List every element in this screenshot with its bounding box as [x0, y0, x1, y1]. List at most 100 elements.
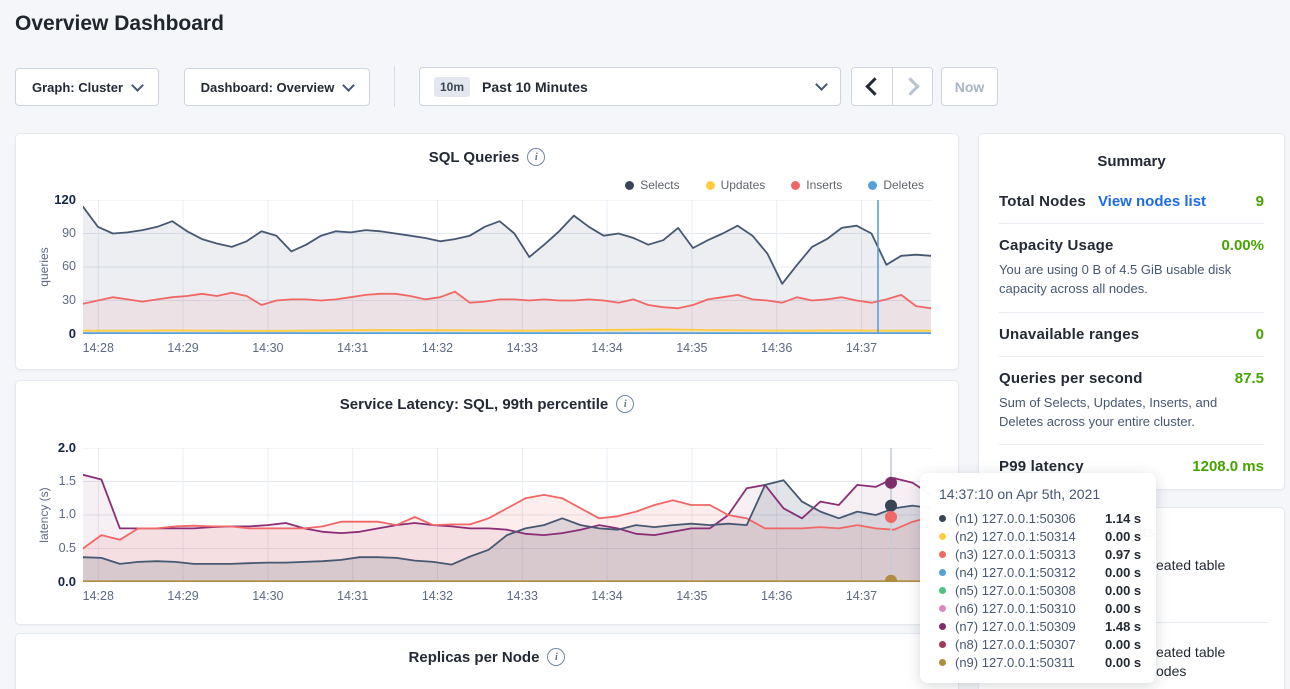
y-axis-tick-label: 30 — [62, 292, 76, 307]
chevron-right-icon — [900, 77, 920, 96]
sql-queries-legend: Selects Updates Inserts Deletes — [625, 178, 924, 192]
series-dot-icon — [939, 532, 946, 540]
info-icon[interactable]: i — [547, 648, 566, 666]
tooltip-node-label: (n4) 127.0.0.1:50312 — [955, 564, 1076, 580]
x-axis-tick-label: 14:29 — [167, 341, 199, 355]
now-button[interactable]: Now — [941, 67, 998, 106]
summary-row-value: 0.00% — [1221, 237, 1264, 254]
tooltip-node-value: 1.48 s — [1105, 618, 1142, 634]
series-dot-icon — [939, 640, 946, 648]
tooltip-node-label: (n8) 127.0.0.1:50307 — [955, 636, 1076, 652]
summary-row: P99 latency 1208.0 ms — [999, 444, 1264, 488]
summary-row-value: 0 — [1255, 325, 1264, 343]
x-axis-tick-label: 14:37 — [845, 589, 878, 603]
tooltip-node-value: 0.00 s — [1105, 654, 1142, 670]
chevron-down-icon — [131, 78, 144, 92]
series-dot-icon — [939, 568, 946, 576]
tooltip-node-label: (n9) 127.0.0.1:50311 — [955, 654, 1075, 670]
sql-queries-plot[interactable] — [83, 200, 931, 334]
x-axis-tick-label: 14:30 — [252, 341, 284, 355]
y-axis-tick-label: 0 — [68, 326, 76, 341]
summary-row-subtext: You are using 0 B of 4.5 GiB usable disk… — [999, 262, 1232, 296]
time-range-label: Past 10 Minutes — [482, 78, 588, 95]
view-nodes-link[interactable]: View nodes list — [1097, 193, 1207, 210]
summary-title: Summary — [1097, 153, 1166, 170]
x-axis-tick-label: 14:36 — [761, 589, 793, 603]
dashboard-dropdown-label: Dashboard: Overview — [200, 79, 335, 95]
legend-label: Inserts — [806, 178, 843, 192]
x-axis-tick-label: 14:36 — [761, 341, 793, 355]
tooltip-row: (n3) 127.0.0.1:50313 0.97 s — [939, 545, 1144, 563]
service-latency-plot[interactable] — [83, 448, 931, 582]
y-axis-unit-label: latency (s) — [37, 487, 51, 543]
tooltip-node-label: (n6) 127.0.0.1:50310 — [955, 600, 1076, 616]
tooltip-node-value: 0.00 s — [1105, 582, 1142, 598]
legend-item: Inserts — [791, 178, 842, 192]
tooltip-node-label: (n1) 127.0.0.1:50306 — [955, 510, 1076, 526]
replicas-title-row: Replicas per Node i — [16, 648, 958, 666]
x-axis-tick-label: 14:33 — [506, 341, 538, 355]
x-axis-tick-label: 14:31 — [337, 341, 369, 355]
summary-row-value: 87.5 — [1234, 369, 1264, 387]
tooltip-row: (n4) 127.0.0.1:50312 0.00 s — [939, 563, 1144, 581]
tooltip-row: (n2) 127.0.0.1:50314 0.00 s — [939, 527, 1144, 545]
y-axis-tick-label: 1.0 — [58, 507, 76, 521]
legend-dot-icon — [868, 180, 878, 190]
x-axis-tick-label: 14:31 — [337, 589, 369, 603]
replicas-per-node-card: Replicas per Node i — [15, 633, 959, 689]
legend-item: Deletes — [868, 178, 924, 192]
tooltip-row: (n5) 127.0.0.1:50308 0.00 s — [939, 581, 1144, 599]
controls-divider — [394, 66, 395, 107]
legend-dot-icon — [705, 180, 715, 190]
x-axis-tick-label: 14:35 — [676, 589, 708, 603]
x-axis-tick-label: 14:34 — [591, 589, 623, 603]
summary-row: Capacity Usage 0.00% You are using 0 B of … — [999, 223, 1264, 312]
time-prev-button[interactable] — [852, 68, 892, 105]
sql-queries-title-row: SQL Queries i — [16, 148, 958, 166]
tooltip-rows: (n1) 127.0.0.1:50306 1.14 s (n2) 127.0.0.1… — [939, 509, 1144, 671]
tooltip-row: (n6) 127.0.0.1:50310 0.00 s — [939, 599, 1144, 617]
summary-row-label: Total Nodes — [999, 193, 1086, 210]
x-axis-tick-label: 14:33 — [506, 589, 538, 603]
chevron-left-icon — [865, 77, 884, 96]
y-axis-tick-label: 0.0 — [57, 574, 76, 589]
page-title: Overview Dashboard — [15, 12, 224, 35]
time-range-dropdown[interactable]: 10m Past 10 Minutes — [419, 67, 841, 106]
info-icon[interactable]: i — [616, 395, 635, 413]
service-latency-card: Service Latency: SQL, 99th percentile i … — [15, 380, 959, 625]
summary-row: Queries per second 87.5 Sum of Selects, Up… — [999, 355, 1264, 445]
series-dot-icon — [939, 514, 946, 522]
summary-row: Unavailable ranges 0 — [999, 311, 1264, 356]
tooltip-node-value: 0.00 s — [1105, 528, 1142, 544]
info-icon[interactable]: i — [527, 148, 546, 166]
y-axis-tick-label: 90 — [62, 225, 76, 240]
y-axis-unit-label: queries — [37, 247, 51, 287]
tooltip-node-value: 0.00 s — [1105, 564, 1142, 580]
tooltip-node-value: 0.00 s — [1105, 600, 1142, 616]
sql-queries-title: SQL Queries — [428, 148, 520, 166]
summary-row-label: Capacity Usage — [999, 237, 1114, 254]
dashboard-dropdown[interactable]: Dashboard: Overview — [184, 68, 370, 106]
tooltip-node-value: 1.14 s — [1105, 510, 1142, 526]
summary-row-value: 1208.0 ms — [1192, 458, 1264, 476]
sql-queries-card: SQL Queries i Selects Updates Inserts Delet… — [15, 133, 959, 370]
summary-row-label: Unavailable ranges — [999, 325, 1140, 343]
event-text-fragment: eated table — [1156, 557, 1226, 573]
legend-dot-icon — [791, 180, 801, 190]
graph-dropdown-label: Graph: Cluster — [31, 79, 123, 95]
time-next-button[interactable] — [892, 68, 932, 105]
y-axis-tick-label: 0.5 — [58, 540, 76, 555]
summary-row-subtext: Sum of Selects, Updates, Inserts, and De… — [999, 394, 1218, 429]
legend-item: Selects — [625, 178, 680, 192]
y-axis-tick-label: 1.5 — [58, 473, 76, 488]
series-dot-icon — [939, 658, 946, 666]
chevron-down-icon — [342, 78, 356, 92]
series-dot-icon — [939, 550, 946, 558]
graph-dropdown[interactable]: Graph: Cluster — [15, 68, 159, 106]
summary-row: Total Nodes View nodes list 9 — [999, 180, 1264, 223]
tooltip-node-label: (n5) 127.0.0.1:50308 — [955, 582, 1076, 598]
chevron-down-icon — [815, 78, 828, 91]
x-axis-tick-label: 14:28 — [82, 341, 114, 355]
replicas-title: Replicas per Node — [408, 648, 540, 666]
